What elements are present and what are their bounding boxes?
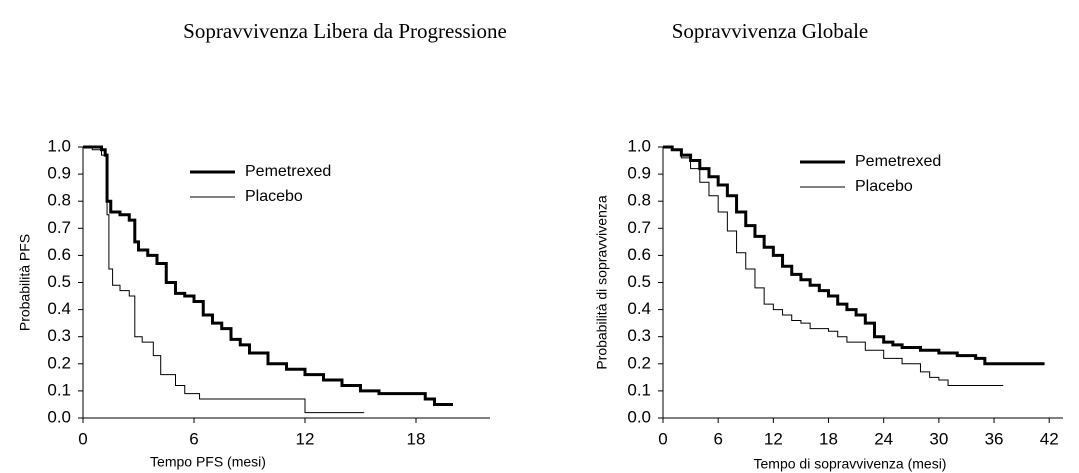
x-tick-label: 42 [1040, 429, 1059, 448]
y-tick-label: 0.5 [627, 272, 651, 291]
x-tick-label: 18 [819, 429, 838, 448]
y-tick-label: 0.0 [47, 407, 71, 426]
legend-label: Placebo [855, 178, 913, 195]
x-tick-label: 6 [713, 429, 722, 448]
chart-title: Sopravvivenza Globale [672, 19, 869, 43]
chart-title: Sopravvivenza Libera da Progressione [183, 19, 507, 43]
x-axis-label: Tempo di sopravvivenza (mesi) [754, 456, 947, 472]
y-tick-label: 0.7 [47, 218, 71, 237]
x-tick-label: 18 [407, 429, 426, 448]
legend-label: Placebo [245, 188, 303, 205]
y-tick-label: 0.6 [47, 245, 71, 264]
y-tick-label: 1.0 [47, 136, 71, 155]
survival-curve [663, 145, 1045, 366]
y-tick-label: 0.0 [627, 407, 651, 426]
y-tick-label: 0.3 [47, 326, 71, 345]
y-tick-label: 0.4 [47, 299, 71, 318]
x-tick-label: 12 [296, 429, 315, 448]
survival-curve [83, 146, 365, 414]
y-tick-label: 0.6 [627, 245, 651, 264]
x-tick-label: 30 [929, 429, 948, 448]
survival-curve [83, 145, 453, 406]
x-tick-label: 0 [658, 429, 667, 448]
y-tick-label: 1.0 [627, 136, 651, 155]
y-tick-label: 0.7 [627, 218, 651, 237]
y-tick-label: 0.3 [627, 326, 651, 345]
x-tick-label: 6 [189, 429, 198, 448]
y-tick-label: 0.1 [47, 380, 71, 399]
y-axis-label: Probabilità di sopravvivenza [594, 195, 610, 370]
y-tick-label: 0.9 [627, 164, 651, 183]
y-tick-label: 0.2 [47, 353, 71, 372]
survival-curve [663, 146, 1004, 386]
y-tick-label: 0.8 [627, 191, 651, 210]
legend-label: Pemetrexed [245, 163, 331, 180]
x-tick-label: 12 [764, 429, 783, 448]
x-tick-label: 24 [874, 429, 893, 448]
y-tick-label: 0.8 [47, 191, 71, 210]
y-tick-label: 0.2 [627, 353, 651, 372]
x-tick-label: 0 [78, 429, 87, 448]
y-tick-label: 0.4 [627, 299, 651, 318]
y-tick-label: 0.1 [627, 380, 651, 399]
legend-label: Pemetrexed [855, 153, 941, 170]
y-tick-label: 0.9 [47, 164, 71, 183]
x-axis-label: Tempo PFS (mesi) [150, 454, 266, 470]
y-tick-label: 0.5 [47, 272, 71, 291]
y-axis-label: Probabilità PFS [17, 234, 33, 331]
x-tick-label: 36 [985, 429, 1004, 448]
